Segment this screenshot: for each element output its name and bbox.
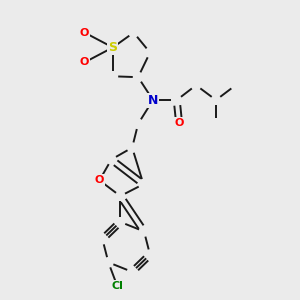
Text: S: S <box>108 41 117 54</box>
Text: Cl: Cl <box>111 281 123 291</box>
Text: O: O <box>80 57 89 67</box>
Text: O: O <box>95 175 104 185</box>
Text: N: N <box>148 94 158 106</box>
Text: O: O <box>80 28 89 38</box>
Text: O: O <box>174 118 184 128</box>
